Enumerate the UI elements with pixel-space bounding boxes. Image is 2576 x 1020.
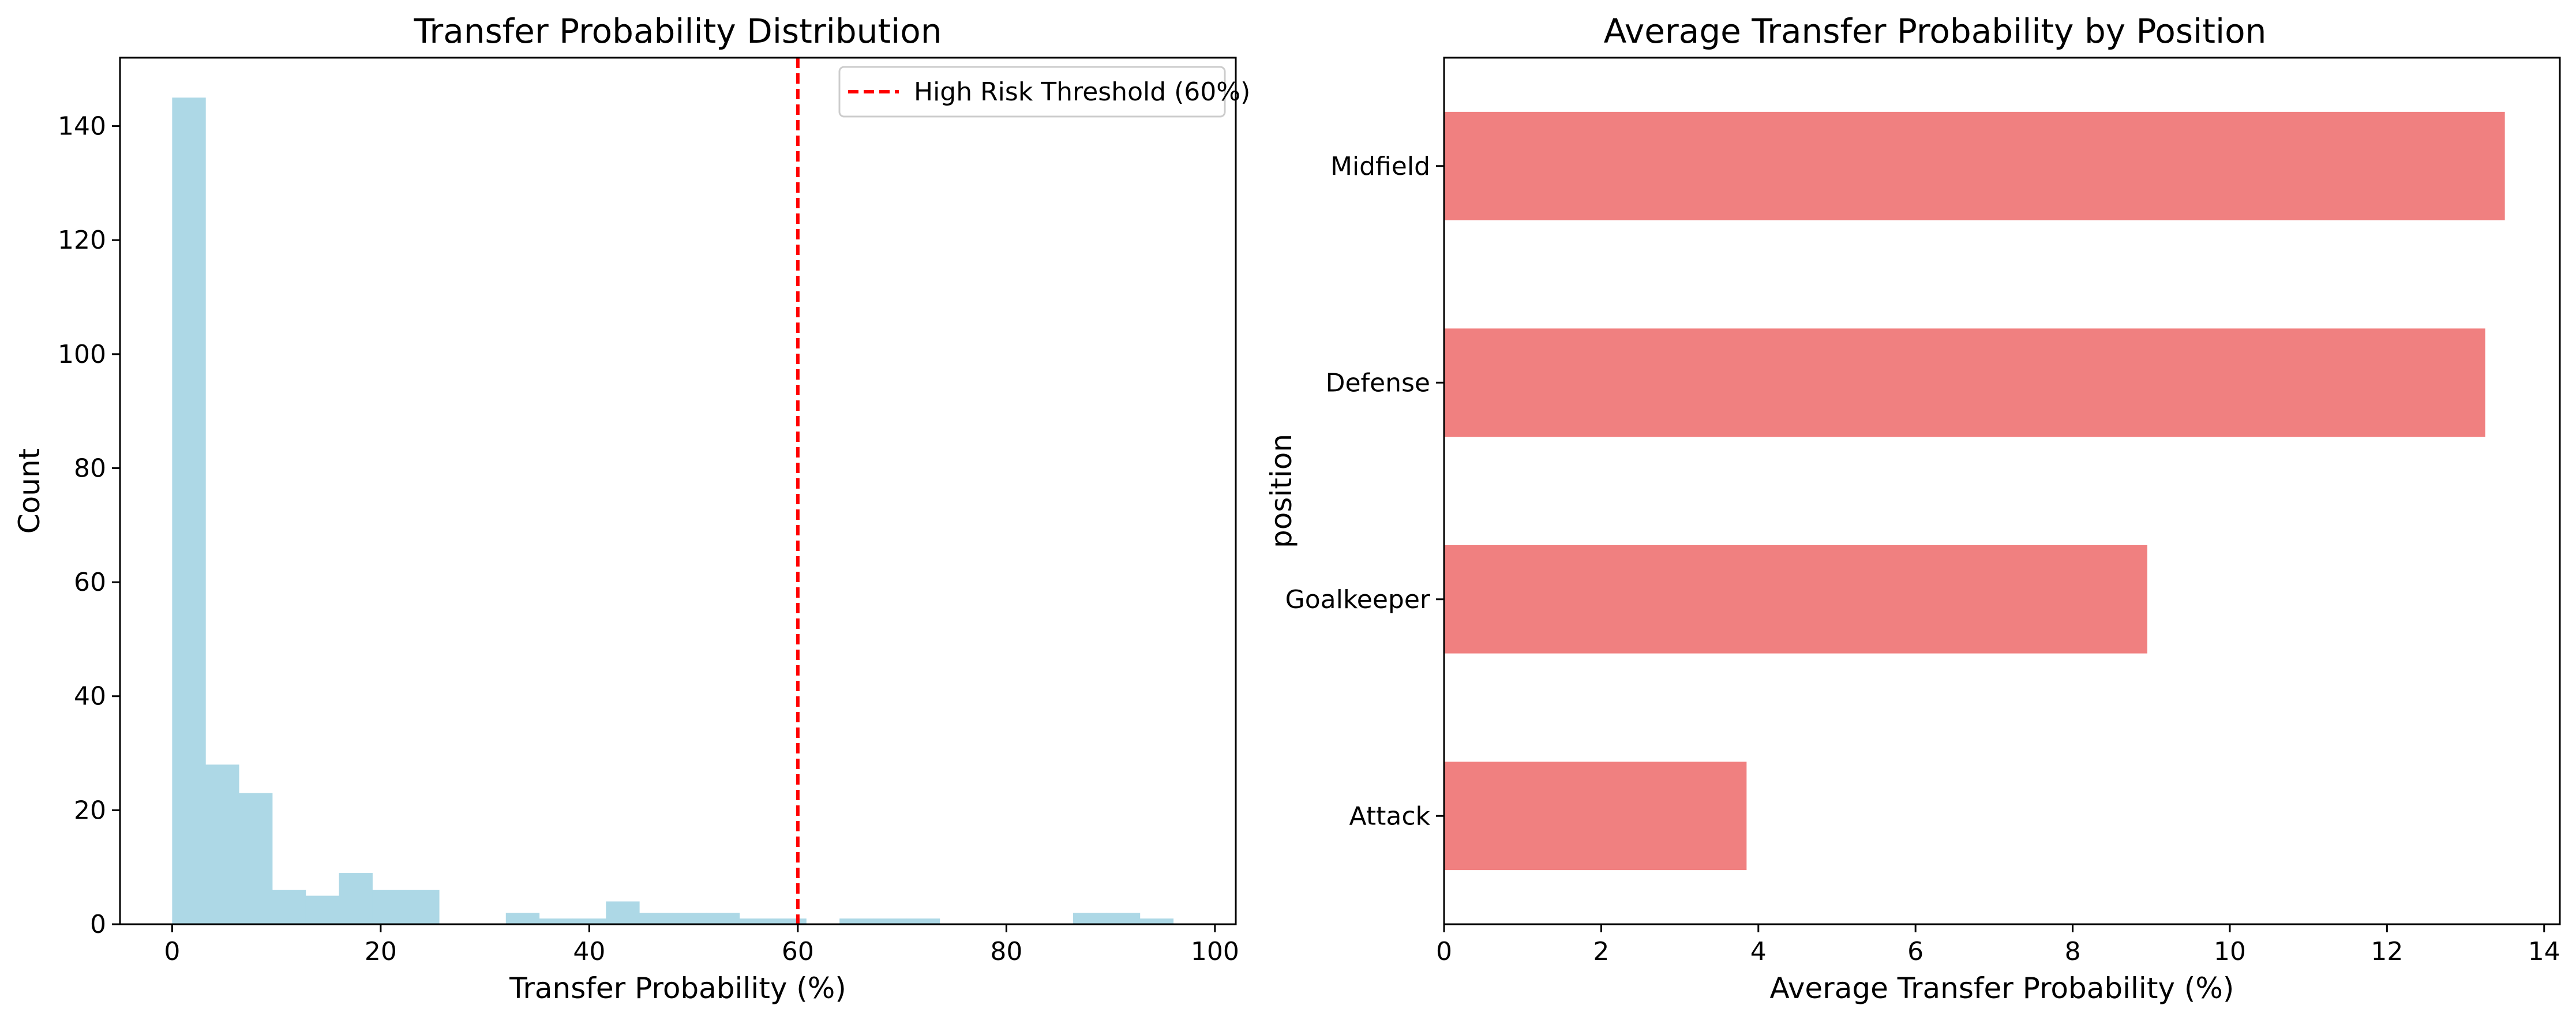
histogram-bar — [205, 764, 239, 924]
x-tick-label: 12 — [2371, 937, 2403, 966]
histogram-legend: High Risk Threshold (60%) — [838, 66, 1250, 118]
histogram-y-ticks: 0 20 40 60 80 100 120 140 — [58, 112, 120, 939]
histogram-bar — [505, 913, 540, 924]
y-tick-label: 80 — [74, 453, 106, 483]
x-tick-label: 6 — [1907, 937, 1923, 966]
histogram-bar — [606, 901, 640, 924]
y-tick-label: 20 — [74, 796, 106, 825]
histogram-bar — [1106, 913, 1141, 924]
position-bar — [1444, 328, 2485, 437]
x-tick-label: 80 — [990, 937, 1022, 966]
histogram-bar — [672, 913, 707, 924]
x-tick-label: 60 — [782, 937, 814, 966]
position-category-label: Goalkeeper — [1285, 585, 1431, 614]
histogram-bar — [539, 918, 573, 924]
histogram-chart: Transfer Probability Distribution 0 20 40 6… — [13, 12, 1250, 1005]
position-bars — [1444, 111, 2505, 871]
x-tick-label: 4 — [1750, 937, 1767, 966]
x-tick-label: 0 — [164, 937, 180, 966]
position-y-axis-label: position — [1265, 434, 1298, 548]
position-axes-frame — [1443, 57, 2561, 925]
position-bar — [1444, 762, 1747, 871]
x-tick-label: 2 — [1593, 937, 1609, 966]
y-tick-label: 40 — [74, 682, 106, 711]
histogram-bar — [906, 918, 940, 924]
histogram-y-axis-label: Count — [13, 448, 46, 534]
histogram-bar — [1073, 913, 1107, 924]
histogram-bar — [1139, 918, 1174, 924]
histogram-bar — [706, 913, 740, 924]
histogram-bar — [406, 890, 440, 924]
position-category-label: Attack — [1349, 801, 1431, 831]
position-bar — [1444, 545, 2147, 654]
position-category-label: Midfield — [1330, 152, 1430, 181]
x-tick-label: 20 — [365, 937, 397, 966]
legend-frame — [838, 66, 1226, 118]
position-bar — [1444, 111, 2505, 220]
histogram-bars — [172, 97, 1174, 925]
histogram-bar — [639, 913, 673, 924]
histogram-bar — [739, 918, 773, 924]
histogram-bar — [572, 918, 606, 924]
y-tick-label: 140 — [58, 112, 106, 141]
position-x-axis-label: Average Transfer Probability (%) — [1770, 972, 2234, 1005]
histogram-bar — [239, 793, 273, 924]
histogram-bar — [305, 895, 340, 924]
x-tick-label: 14 — [2528, 937, 2560, 966]
y-tick-label: 120 — [58, 226, 106, 255]
histogram-axes-frame — [119, 57, 1237, 925]
x-tick-label: 0 — [1436, 937, 1452, 966]
position-category-label: Defense — [1326, 368, 1430, 397]
histogram-bar — [272, 890, 306, 924]
position-y-ticks: Midfield Defense Goalkeeper Attack — [1285, 152, 1444, 831]
histogram-x-axis-label: Transfer Probability (%) — [509, 972, 846, 1005]
y-tick-label: 0 — [90, 910, 106, 939]
y-tick-label: 100 — [58, 340, 106, 369]
histogram-bar — [773, 918, 807, 924]
histogram-bar — [872, 918, 907, 924]
y-tick-label: 60 — [74, 568, 106, 597]
histogram-bar — [372, 890, 406, 924]
histogram-title: Transfer Probability Distribution — [413, 12, 942, 51]
x-tick-label: 100 — [1191, 937, 1239, 966]
position-x-ticks: 0 2 4 6 8 10 12 14 — [1436, 924, 2560, 966]
legend-threshold-label: High Risk Threshold (60%) — [914, 77, 1250, 107]
x-tick-label: 8 — [2065, 937, 2081, 966]
x-tick-label: 10 — [2214, 937, 2246, 966]
histogram-bar — [839, 918, 873, 924]
position-bar-chart: Average Transfer Probability by Position… — [1265, 12, 2561, 1005]
histogram-x-ticks: 0 20 40 60 80 100 — [164, 924, 1239, 966]
histogram-bar — [339, 873, 373, 924]
histogram-bar — [172, 97, 206, 925]
position-chart-title: Average Transfer Probability by Position — [1604, 12, 2267, 51]
x-tick-label: 40 — [573, 937, 605, 966]
